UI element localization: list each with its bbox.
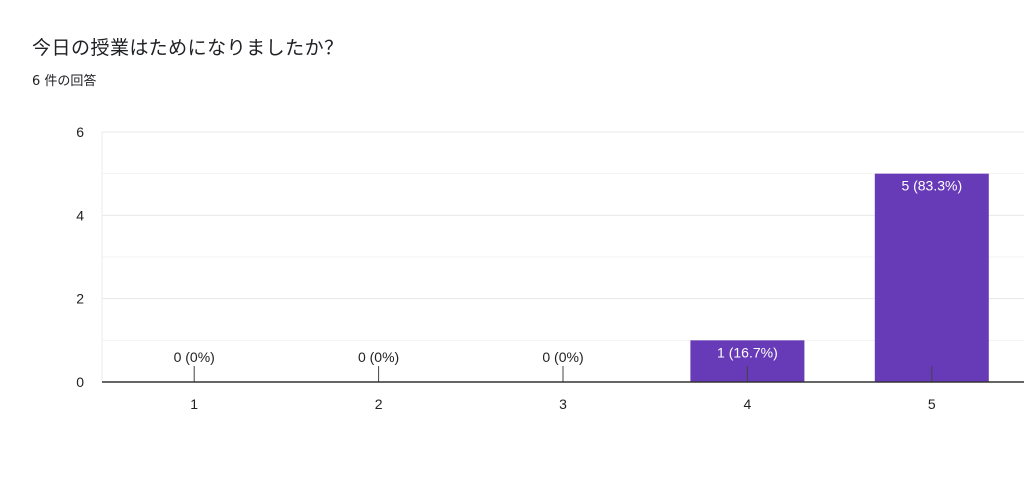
data-label: 0 (0%) xyxy=(174,349,215,365)
data-label: 5 (83.3%) xyxy=(901,178,962,194)
y-tick-label: 4 xyxy=(76,207,84,223)
x-axis: 1 2 3 4 5 xyxy=(102,366,1024,412)
bars xyxy=(690,173,989,382)
bar xyxy=(874,173,989,382)
y-tick-label: 2 xyxy=(76,291,84,307)
gridlines xyxy=(101,131,1024,382)
data-label: 0 (0%) xyxy=(358,349,399,365)
x-tick-label: 5 xyxy=(928,396,936,412)
data-label: 1 (16.7%) xyxy=(717,344,778,360)
response-count: 6 件の回答 xyxy=(32,74,97,89)
y-tick-label: 0 xyxy=(76,374,84,390)
data-labels: 0 (0%) 0 (0%) 0 (0%) 1 (16.7%) 5 (83.3%) xyxy=(174,178,963,365)
y-axis-ticks: 0 2 4 6 xyxy=(76,124,84,390)
x-tick-label: 3 xyxy=(559,396,567,412)
question-title: 今日の授業はためになりましたか？ xyxy=(32,37,344,59)
y-tick-label: 6 xyxy=(76,124,84,140)
x-tick-label: 2 xyxy=(375,396,383,412)
x-tick-label: 1 xyxy=(190,396,198,412)
data-label: 0 (0%) xyxy=(542,349,583,365)
x-tick-label: 4 xyxy=(744,396,752,412)
